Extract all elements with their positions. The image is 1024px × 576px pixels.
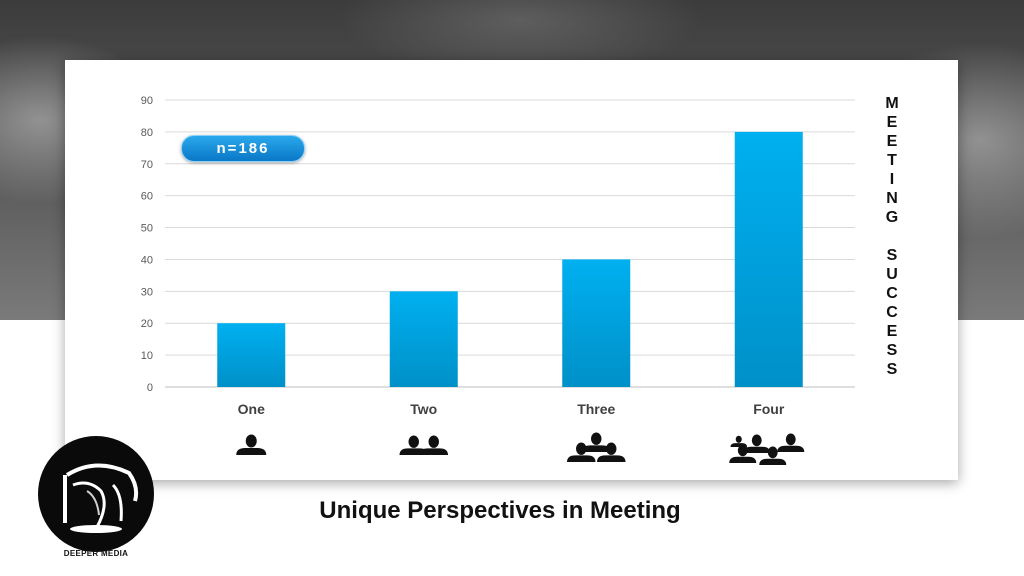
x-tick-label: Three xyxy=(577,401,615,417)
y-tick-label: 40 xyxy=(141,254,153,266)
person-icon xyxy=(236,434,267,455)
y-tick-label: 10 xyxy=(141,350,153,362)
side-label-letter: C xyxy=(886,304,898,321)
y-tick-label: 50 xyxy=(141,223,153,235)
bar xyxy=(562,259,631,387)
side-label-letter: S xyxy=(886,247,898,264)
side-label-letter: E xyxy=(886,114,898,131)
person-icon xyxy=(759,446,787,465)
bar xyxy=(734,131,803,387)
bar xyxy=(217,323,286,387)
chart-card xyxy=(65,60,958,480)
person-icon xyxy=(582,432,611,452)
y-tick-label: 80 xyxy=(141,127,153,139)
person-icon xyxy=(743,434,771,453)
x-tick-label: One xyxy=(238,401,265,417)
side-label-gap xyxy=(872,227,912,246)
person-icon xyxy=(777,433,805,452)
x-tick-label: Two xyxy=(410,401,437,417)
x-tick-label: Four xyxy=(753,401,785,417)
side-label-letter: T xyxy=(887,152,897,169)
side-label-letter: M xyxy=(885,95,899,112)
person-icon xyxy=(730,435,747,447)
y-tick-label: 90 xyxy=(141,95,153,107)
person-icon xyxy=(729,444,757,463)
y-tick-label: 0 xyxy=(147,382,153,394)
bar xyxy=(389,291,458,387)
y-tick-label: 70 xyxy=(141,159,153,171)
side-label-letter: I xyxy=(889,171,895,188)
sample-size-badge: n=186 xyxy=(181,135,305,162)
person-icon xyxy=(419,435,448,455)
side-label-letter: E xyxy=(886,323,898,340)
y-tick-label: 20 xyxy=(141,318,153,330)
side-label-letter: E xyxy=(886,133,898,150)
side-label-letter: U xyxy=(886,266,898,283)
y-tick-label: 30 xyxy=(141,286,153,298)
side-label-letter: N xyxy=(886,190,898,207)
side-label-letter: G xyxy=(885,209,899,226)
side-label-letter: C xyxy=(886,285,898,302)
y-tick-label: 60 xyxy=(141,191,153,203)
logo-caption: DEEPER MEDIA xyxy=(63,549,129,558)
slide-title: Unique Perspectives in Meeting xyxy=(319,497,681,524)
side-label-letter: S xyxy=(886,342,898,359)
deeper-media-logo xyxy=(38,436,154,552)
side-label-letter: S xyxy=(886,361,898,378)
